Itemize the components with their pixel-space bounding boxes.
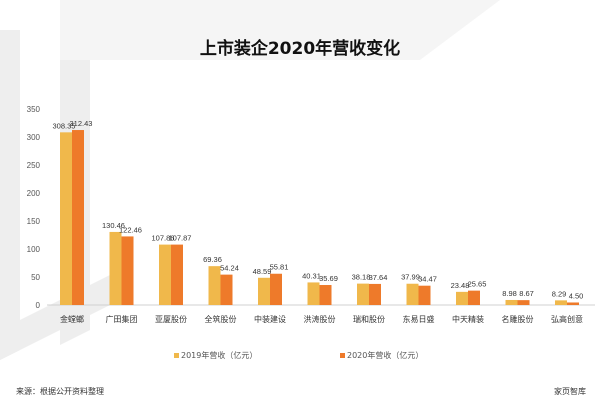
y-tick-label: 300 [27,133,41,142]
legend-item-2019: 2019年营收（亿元） [174,350,257,361]
y-tick-label: 100 [27,245,41,254]
x-tick-label: 瑞和股份 [353,314,385,324]
data-label: 55.81 [270,263,289,272]
bar-2019 [258,277,270,305]
data-label: 54.24 [220,264,239,273]
x-tick-label: 全筑股份 [205,314,237,324]
bar-2020 [517,300,530,305]
data-label: 23.48 [451,281,470,290]
x-tick-label: 亚厦股份 [155,314,187,324]
x-tick-label: 中装建设 [254,314,286,324]
x-tick-label: 弘高创意 [551,314,583,324]
data-label: 35.69 [319,274,338,283]
bar-2020 [319,285,332,305]
data-label: 4.50 [569,291,584,300]
x-tick-label: 金螳螂 [60,314,84,324]
y-tick-label: 250 [27,161,41,170]
bar-2019 [555,300,567,305]
data-label: 38.18 [352,273,371,282]
x-tick-label: 名雕股份 [502,314,534,324]
bar-2019 [406,283,419,305]
data-label: 69.36 [203,255,222,264]
data-label: 37.64 [369,273,388,282]
legend-label-2020: 2020年营收（亿元） [347,351,424,360]
y-tick-label: 350 [27,105,41,114]
bar-2020 [567,302,579,305]
data-label: 107.86 [152,234,175,243]
bar-2019 [109,231,122,305]
bar-2020 [220,274,233,305]
data-label: 8.67 [519,289,534,298]
bar-2020 [418,285,431,305]
bar-2020 [270,273,282,305]
bar-2019 [505,299,518,305]
bar-2019 [208,266,221,305]
data-label: 308.35 [53,121,76,130]
data-label: 34.47 [418,275,437,284]
brand-label: 家页智库 [554,387,586,396]
y-tick-label: 200 [27,189,41,198]
data-label: 40.31 [302,271,321,280]
data-label: 25.65 [468,280,487,289]
data-label: 8.98 [502,289,517,298]
bar-2020 [72,130,84,305]
data-label: 48.59 [253,267,272,276]
data-label: 130.46 [102,221,125,230]
bar-2020 [369,283,381,305]
legend-item-2020: 2020年营收（亿元） [340,350,423,361]
data-label: 37.99 [401,273,420,282]
legend-swatch-2020 [340,353,345,358]
x-tick-label: 中天精装 [452,314,484,324]
bar-2019 [307,282,320,305]
source-note: 来源：根据公开资料整理 [16,387,104,396]
bar-2020 [468,290,480,305]
x-tick-label: 洪涛股份 [304,314,336,324]
bar-2020 [121,236,134,305]
y-tick-label: 150 [27,217,41,226]
legend-swatch-2019 [174,353,179,358]
data-label: 122.46 [119,225,142,234]
x-tick-label: 东易日盛 [403,314,435,324]
bar-2020 [171,244,183,305]
chart-title: 上市装企2020年营收变化 [199,39,401,59]
bar-2019 [60,132,72,305]
data-label: 107.87 [169,234,192,243]
data-label: 312.43 [70,119,93,128]
y-tick-label: 50 [31,273,40,282]
bar-2019 [456,291,468,305]
bar-2019 [159,244,171,305]
legend-label-2019: 2019年营收（亿元） [181,351,258,360]
y-tick-label: 0 [36,301,41,310]
bar-2019 [357,283,369,305]
data-label: 8.29 [552,289,567,298]
x-tick-label: 广田集团 [106,314,138,324]
